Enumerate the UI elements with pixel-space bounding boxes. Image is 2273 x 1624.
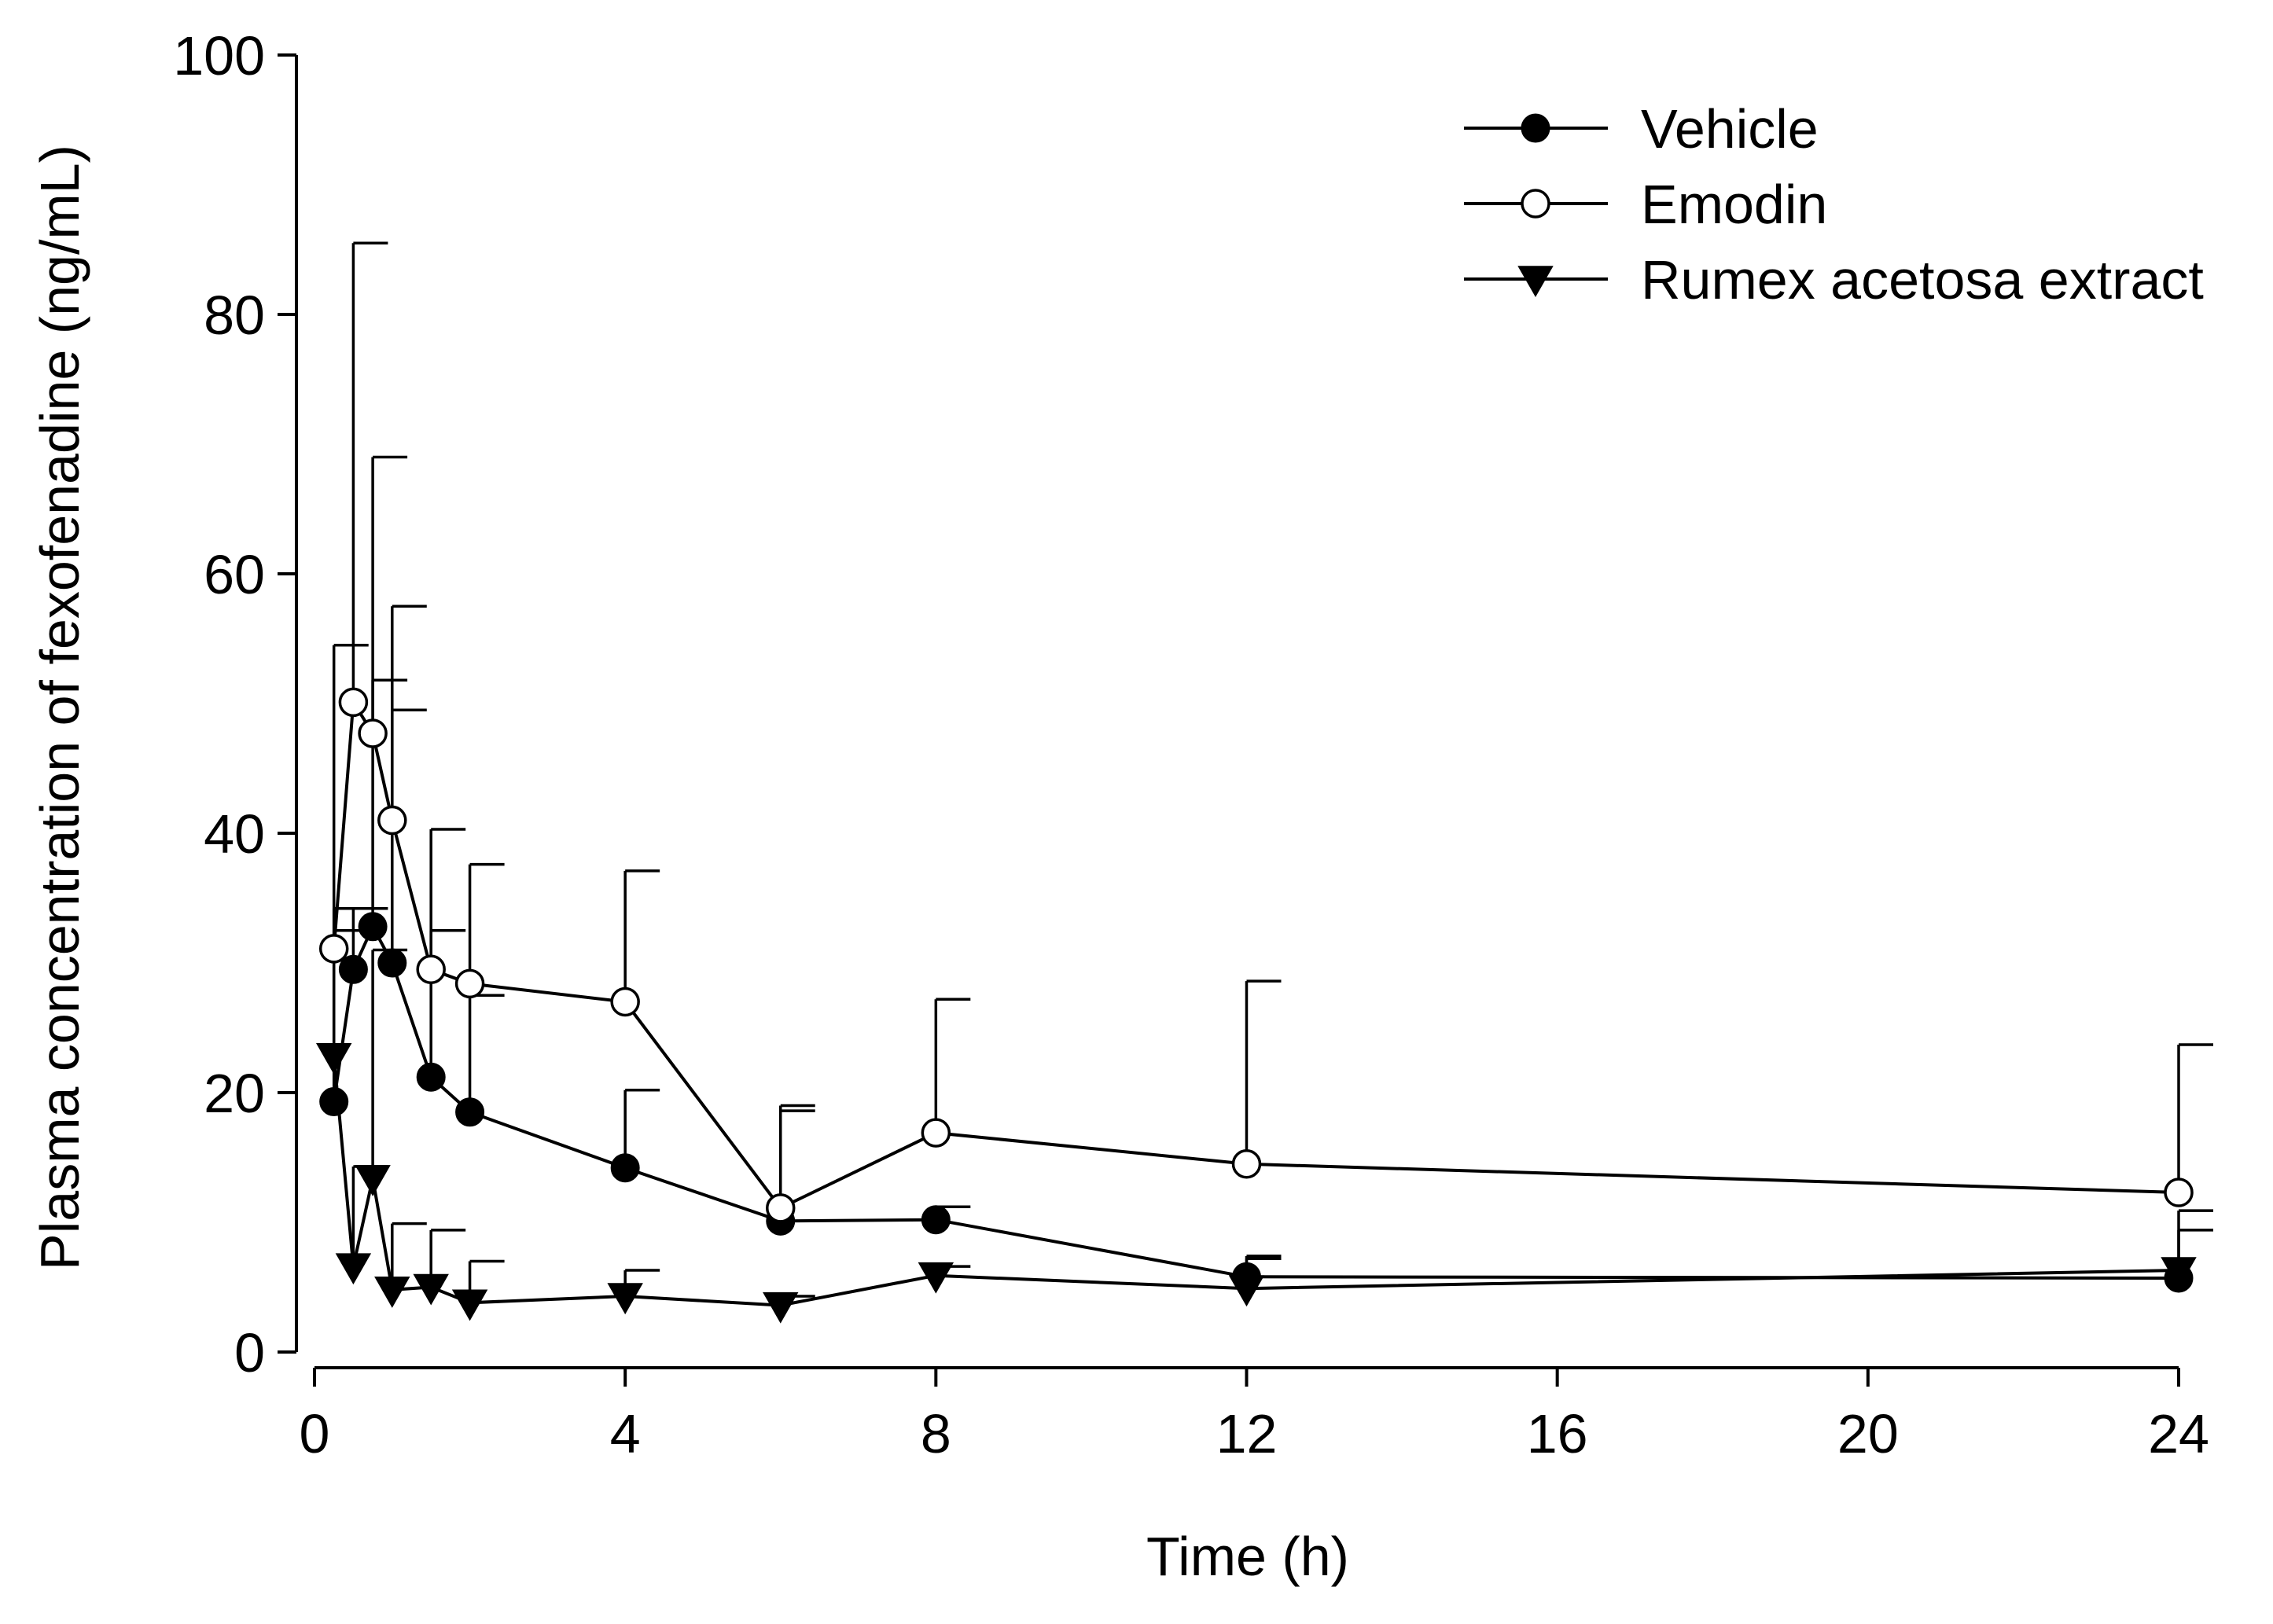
point-rumex-acetosa-extract-6 <box>607 1283 643 1315</box>
point-emodin-4 <box>416 954 446 984</box>
point-emodin-0 <box>318 934 349 964</box>
point-rumex-acetosa-extract-2 <box>355 1165 391 1196</box>
x-tick-label-0: 0 <box>300 1403 330 1464</box>
legend-label-rumex-acetosa-extract: Rumex acetosa extract <box>1641 249 2204 310</box>
error-bars <box>332 241 2213 1306</box>
point-vehicle-3 <box>377 948 407 978</box>
legend: Vehicle Emodin Rumex acetosa extract <box>1464 98 2204 310</box>
point-vehicle-6 <box>610 1153 640 1183</box>
axes: 0 20 40 60 80 100 0 4 8 12 16 20 24 <box>173 25 2209 1464</box>
x-tick-label-4: 4 <box>610 1403 641 1464</box>
point-rumex-acetosa-extract-4 <box>413 1273 449 1306</box>
point-emodin-8 <box>921 1118 951 1148</box>
point-rumex-acetosa-extract-0 <box>315 1043 352 1075</box>
point-emodin-9 <box>1231 1149 1262 1179</box>
point-emodin-7 <box>766 1193 796 1223</box>
y-tick-label-20: 20 <box>204 1063 265 1124</box>
x-tick-label-16: 16 <box>1527 1403 1588 1464</box>
point-emodin-6 <box>610 987 640 1017</box>
x-tick-label-20: 20 <box>1837 1403 1899 1464</box>
y-tick-label-80: 80 <box>204 285 265 346</box>
point-rumex-acetosa-extract-5 <box>451 1289 488 1321</box>
point-emodin-3 <box>377 805 407 836</box>
x-tick-label-8: 8 <box>921 1403 951 1464</box>
x-axis-title: Time (h) <box>1146 1526 1349 1587</box>
point-rumex-acetosa-extract-7 <box>763 1291 799 1324</box>
point-rumex-acetosa-extract-3 <box>374 1277 410 1308</box>
point-vehicle-2 <box>358 912 388 942</box>
point-vehicle-1 <box>338 954 368 984</box>
point-emodin-2 <box>358 718 388 748</box>
legend-marker-emodin <box>1521 189 1550 219</box>
point-rumex-acetosa-extract-1 <box>335 1253 372 1285</box>
x-tick-label-12: 12 <box>1216 1403 1278 1464</box>
y-tick-label-0: 0 <box>234 1322 265 1383</box>
legend-label-vehicle: Vehicle <box>1641 98 1819 160</box>
y-tick-label-40: 40 <box>204 803 265 865</box>
point-rumex-acetosa-extract-9 <box>1228 1275 1265 1307</box>
point-rumex-acetosa-extract-10 <box>2161 1257 2197 1289</box>
y-tick-label-60: 60 <box>204 544 265 605</box>
data-markers <box>315 687 2197 1324</box>
point-vehicle-0 <box>319 1087 349 1117</box>
point-emodin-10 <box>2164 1178 2194 1207</box>
legend-label-emodin: Emodin <box>1641 174 1827 235</box>
y-axis-title: Plasma concentration of fexofenadine (ng… <box>29 145 90 1270</box>
x-tick-label-24: 24 <box>2148 1403 2209 1464</box>
legend-marker-vehicle <box>1521 113 1550 143</box>
point-rumex-acetosa-extract-8 <box>918 1262 954 1294</box>
point-emodin-1 <box>338 687 369 718</box>
point-vehicle-4 <box>416 1062 446 1092</box>
y-tick-label-100: 100 <box>173 25 265 86</box>
point-vehicle-8 <box>921 1205 951 1235</box>
point-vehicle-5 <box>455 1097 485 1127</box>
legend-marker-rumex-acetosa-extract <box>1517 266 1554 298</box>
point-emodin-5 <box>454 968 485 999</box>
